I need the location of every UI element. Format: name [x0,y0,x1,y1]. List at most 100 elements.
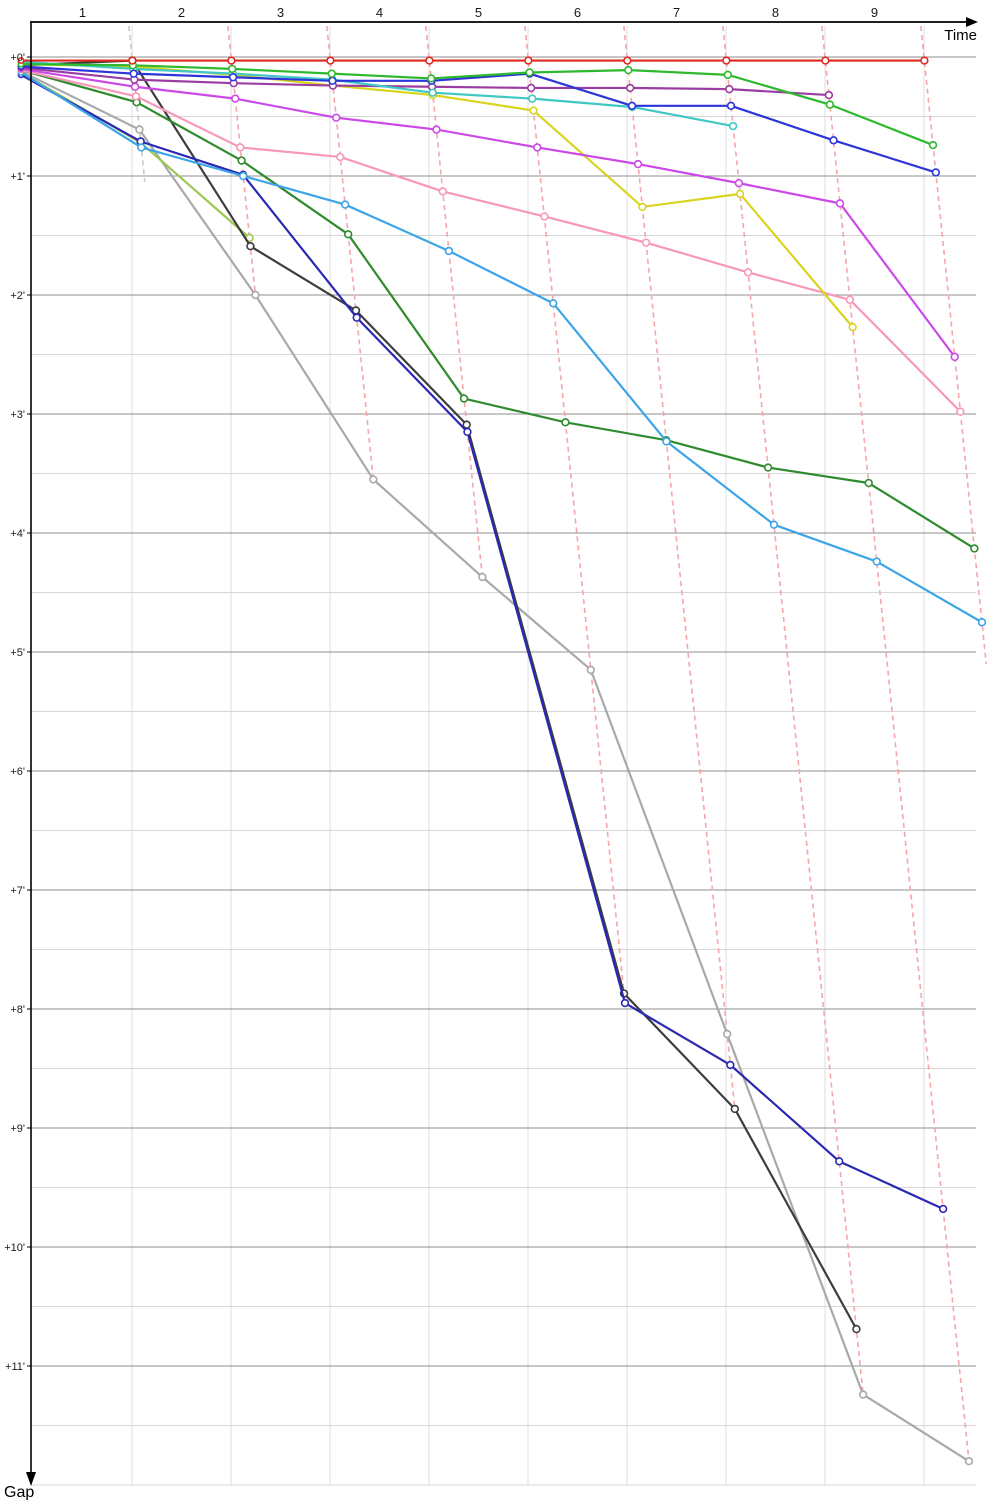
checkpoint-line-5 [524,25,626,1004]
series-marker-pink [956,407,965,416]
series-marker-gray [369,475,378,484]
series-marker-blue [829,136,838,145]
series-marker-purple [526,83,536,93]
series-marker-yellow [848,322,857,332]
y-axis-arrow [26,1472,36,1486]
series-marker-magenta [432,125,441,134]
series-marker-sky-blue [872,557,881,566]
checkpoint-line-7 [722,25,864,1395]
checkpoint-line-1 [128,25,146,183]
series-marker-magenta [533,143,542,152]
series-marker-green [624,65,633,75]
series-line-cyan [19,60,735,128]
series-marker-gray [858,1390,868,1399]
series-marker-green [426,74,436,83]
series-marker-red [821,56,830,65]
checkpoint-line-8 [821,25,970,1462]
axes: 1 2 3 4 5 6 7 8 9 +0' +1' +2' +3' +4' +5' +6' +7' +8' +9' +… [4,5,978,1486]
series-marker-yellow [735,189,745,199]
series-line-forest-green [19,68,976,550]
series-marker-cyan [428,88,437,97]
series-marker-red [425,56,434,65]
series-marker-gray [478,572,487,582]
series-line-navy [19,73,945,1211]
series-marker-blue [931,168,941,177]
series-marker-gray [586,665,596,675]
series-marker-sky-blue [444,246,454,256]
series-marker-blue [726,101,736,110]
series-marker-pink [540,212,549,221]
series-marker-pink [336,152,345,162]
series-marker-navy [352,313,361,322]
series-lines [17,56,987,1466]
x-tick-label: 2 [178,5,185,20]
x-tick-label: 3 [277,5,284,20]
x-tick-label: 5 [475,5,482,20]
series-marker-navy [463,427,472,437]
series-marker-gray [251,290,260,300]
x-tick-label: 1 [79,5,86,20]
series-marker-cyan [728,121,738,131]
series-marker-magenta [231,94,240,103]
series-marker-red [326,56,335,65]
series-marker-sky-blue [340,200,350,209]
series-marker-gray [135,125,144,134]
series-marker-purple [824,90,834,100]
series-marker-sky-blue [137,143,146,152]
series-marker-black [246,242,255,251]
series-marker-blue [328,76,337,86]
y-tick-label: +9' [10,1123,25,1135]
series-marker-magenta [734,178,744,188]
series-line-magenta [19,67,956,358]
y-tick-label: +10' [4,1242,25,1254]
series-marker-green [928,140,938,150]
series-line-sky-blue [19,71,984,624]
series-marker-red [524,56,533,65]
series-marker-sky-blue [549,299,558,308]
series-marker-red [17,57,25,64]
series-line-gray [19,70,971,1463]
checkpoint-line-6 [623,25,736,1110]
y-tick-label: +3' [10,409,25,421]
checkpoint-line-3 [326,25,375,480]
x-axis-title: Time [944,27,977,44]
series-marker-sky-blue [239,171,248,181]
series-marker-yellow [638,202,647,212]
series-marker-red [722,56,731,65]
y-axis-title: Gap [4,1484,34,1500]
series-line-green [19,63,935,147]
y-tick-label: +4' [10,528,25,540]
series-marker-red [227,56,236,65]
gridlines [31,26,976,1486]
y-tick-label: +7' [10,885,25,897]
series-marker-forest-green [864,478,873,488]
series-marker-purple [625,83,635,93]
y-tick-label: +8' [10,1004,25,1016]
series-marker-red [623,56,632,65]
series-line-pink [19,68,962,413]
series-marker-black [852,1324,861,1334]
series-marker-gray [964,1456,974,1466]
y-tick-label: +2' [10,290,25,302]
series-marker-navy [620,998,630,1008]
y-tick-label: +11' [5,1361,25,1373]
series-marker-sky-blue [662,437,671,446]
series-marker-magenta [950,352,959,362]
x-tick-label: 4 [376,5,383,20]
series-marker-forest-green [459,394,469,403]
series-marker-pink [236,143,245,152]
x-tick-label: 8 [772,5,779,20]
series-marker-purple [725,84,734,94]
series-marker-cyan [528,94,537,103]
x-tick-label: 6 [574,5,581,20]
series-marker-blue [228,73,238,82]
series-marker-magenta [633,159,643,169]
series-marker-magenta [835,199,845,208]
y-tick-label: +6' [10,766,25,778]
series-marker-forest-green [763,463,773,472]
series-marker-green [327,69,336,78]
series-marker-pink [641,238,651,247]
series-marker-pink [743,268,753,277]
series-marker-sky-blue [977,618,987,627]
